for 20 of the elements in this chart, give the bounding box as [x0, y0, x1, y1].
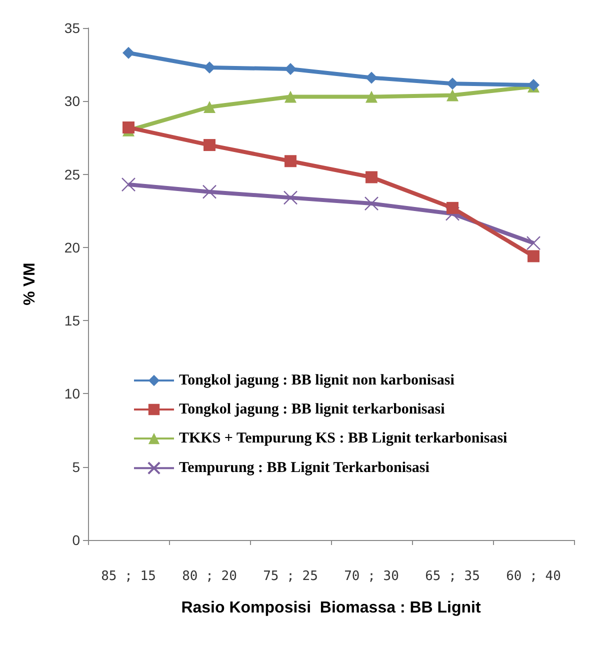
y-axis-title: % VM — [22, 262, 38, 306]
x-tick-label: 80 ; 20 — [182, 569, 237, 584]
x-axis-title: Rasio Komposisi Biomassa : BB Lignit — [181, 600, 482, 616]
x-tick-label: 60 ; 40 — [506, 569, 561, 584]
x-tick-label: 70 ; 30 — [344, 569, 399, 584]
x-tick-label: 85 ; 15 — [101, 569, 156, 584]
y-tick-label: 0 — [72, 532, 80, 548]
x-tick-label: 75 ; 25 — [263, 569, 318, 584]
y-tick-label: 35 — [64, 20, 80, 36]
y-tick-label: 20 — [64, 239, 80, 256]
legend-label: Tempurung : BB Lignit Terkarbonisasi — [179, 460, 430, 476]
y-tick-label: 15 — [64, 312, 80, 329]
y-tick-label: 10 — [64, 386, 80, 402]
y-tick-label: 25 — [64, 166, 80, 182]
legend-label: Tongkol jagung : BB lignit non karbonisasi — [179, 372, 454, 388]
y-tick-label: 5 — [72, 458, 80, 475]
legend-label: Tongkol jagung : BB lignit terkarbonisasi — [179, 402, 445, 418]
legend-label: TKKS + Tempurung KS : BB Lignit terkarbonisasi — [179, 430, 508, 446]
x-tick-label: 65 ; 35 — [425, 569, 480, 584]
y-tick-label: 30 — [64, 93, 80, 110]
